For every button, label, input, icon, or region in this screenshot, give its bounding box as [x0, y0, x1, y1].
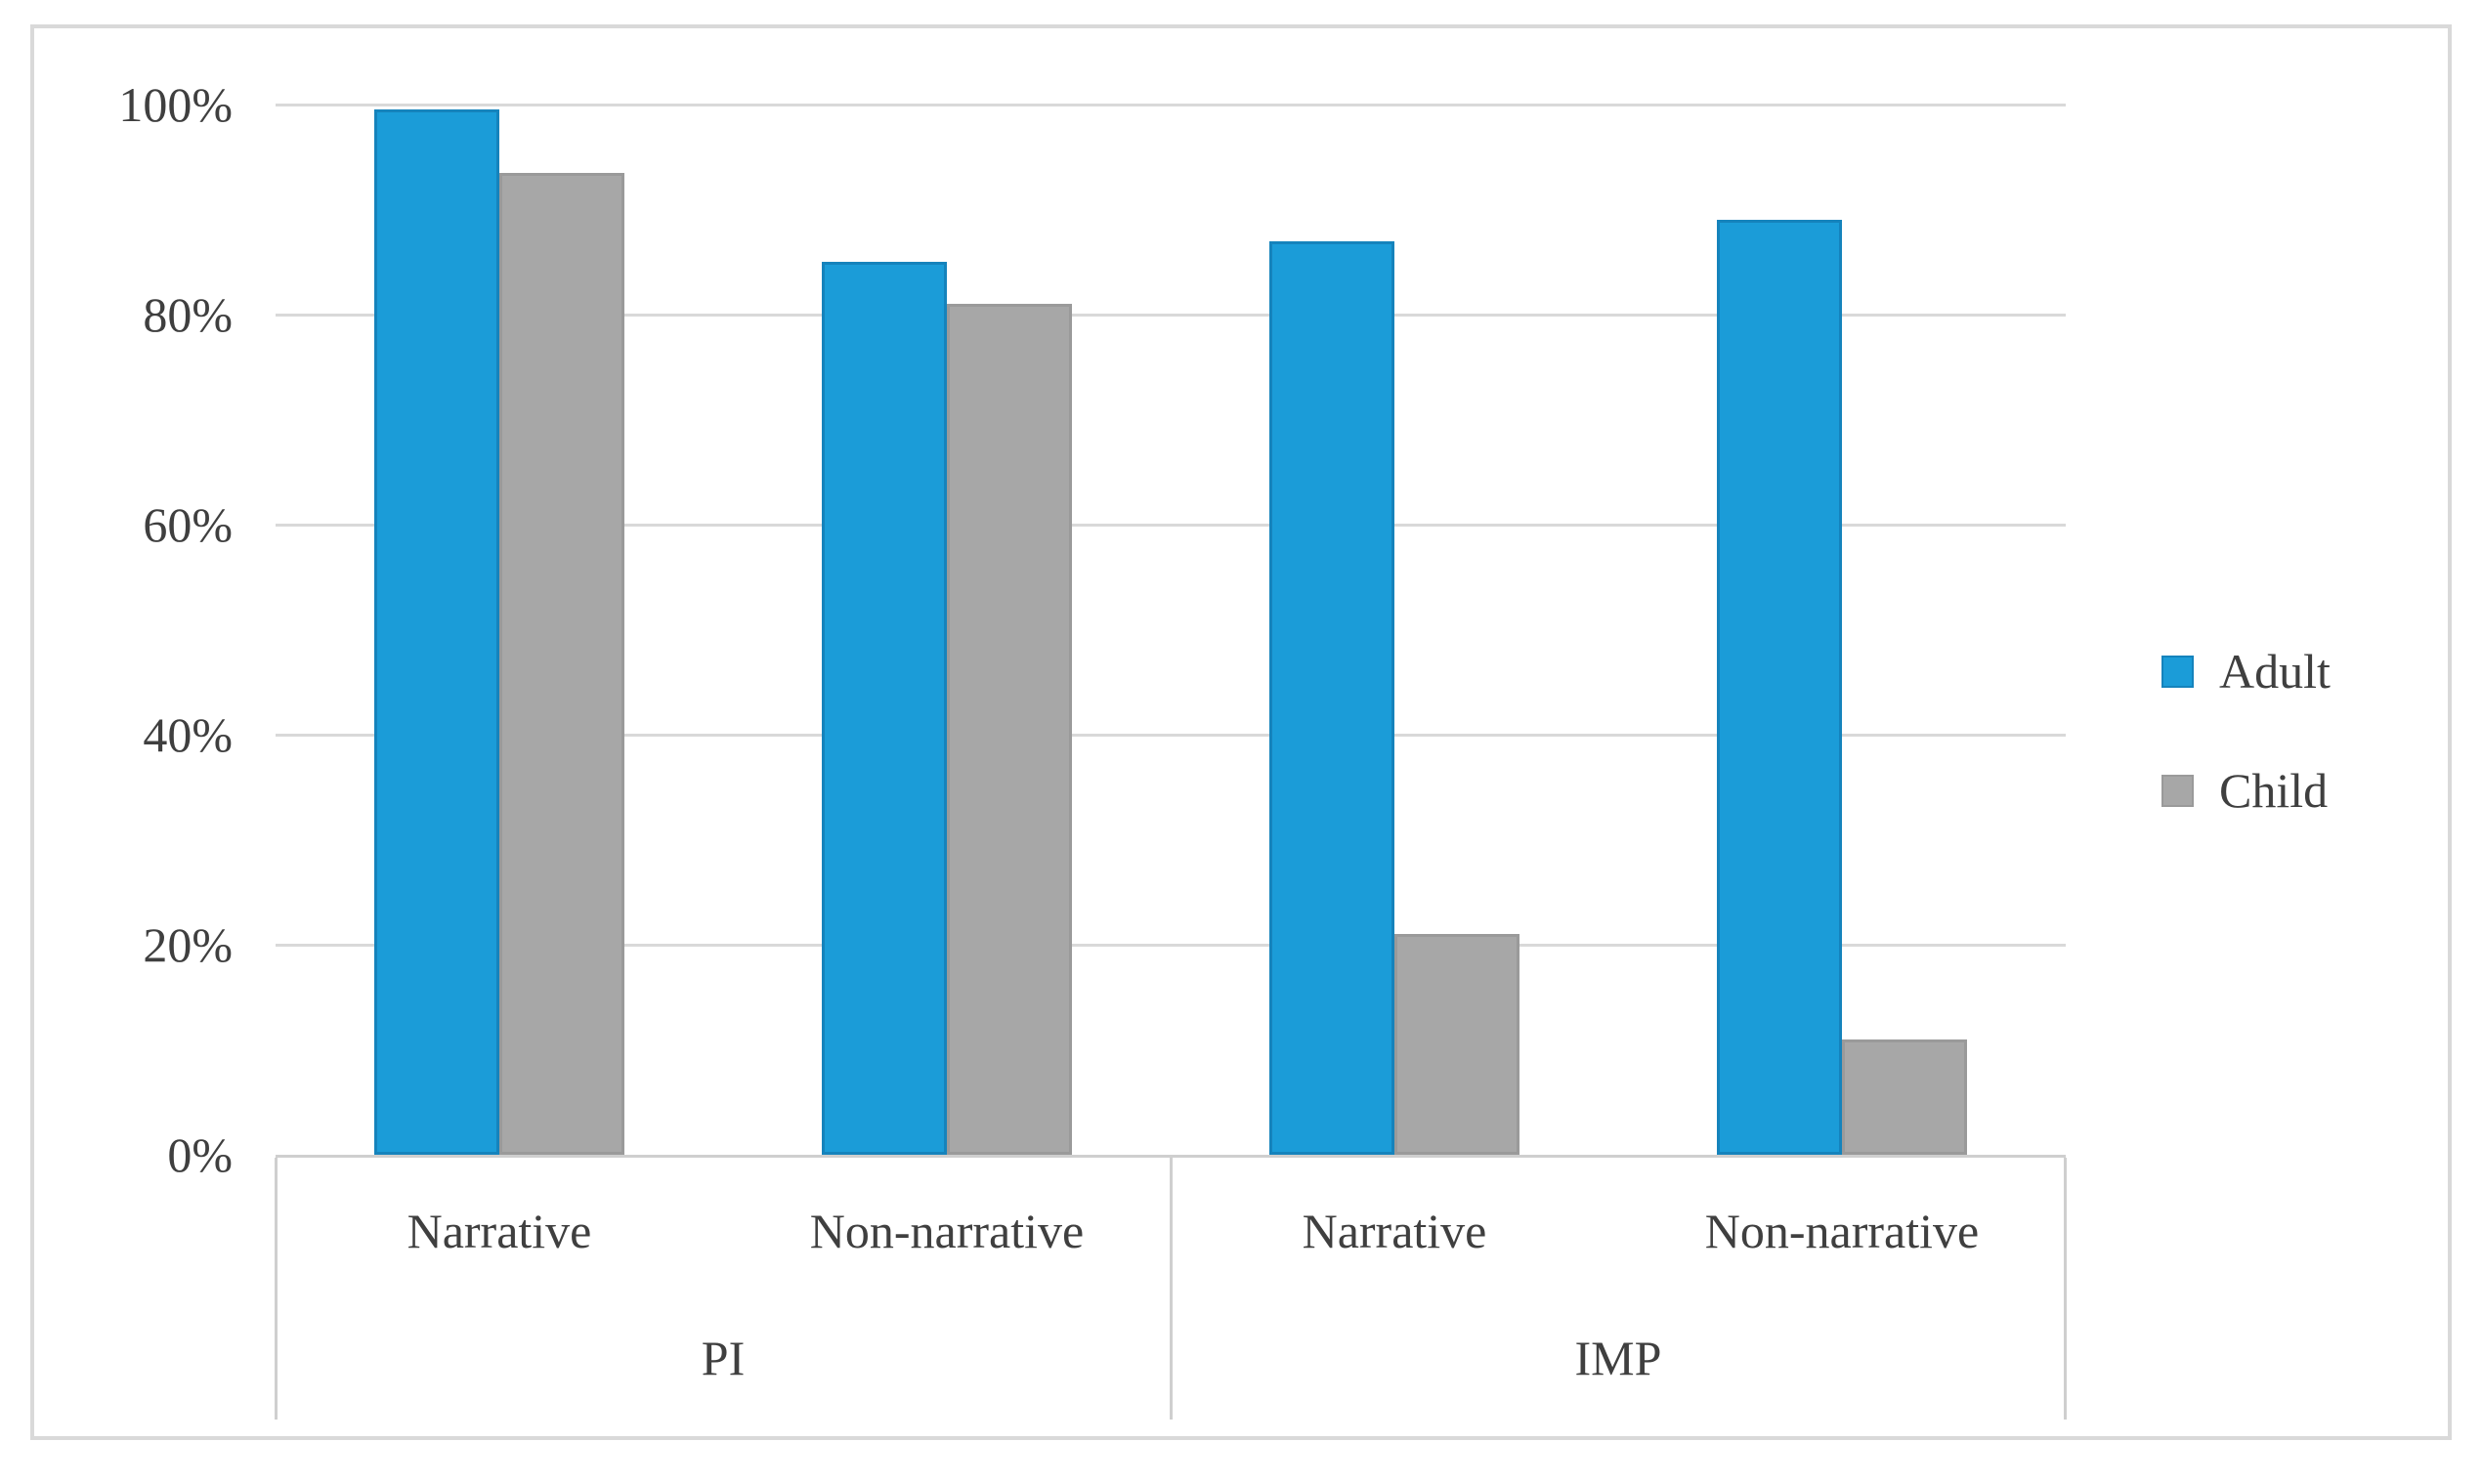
bar-child-pi-non-narrative [947, 304, 1073, 1155]
legend-swatch-adult-icon [2161, 655, 2194, 688]
legend-label-adult: Adult [2219, 644, 2331, 699]
category-label-imp-non-narrative: Non-narrative [1704, 1204, 1980, 1258]
y-tick-label-60: 60% [143, 497, 233, 552]
bar-child-pi-narrative [499, 172, 625, 1155]
bar-groups [276, 105, 2066, 1155]
bar-adult-imp-non-narrative [1716, 220, 1842, 1155]
bar-adult-pi-non-narrative [821, 262, 947, 1155]
y-tick-label-40: 40% [143, 707, 233, 762]
group-label-row: PI IMP [276, 1304, 2066, 1412]
y-tick-label-100: 100% [118, 77, 233, 132]
legend: Adult Child [2161, 639, 2331, 823]
bar-child-imp-narrative [1394, 934, 1520, 1155]
bar-group-pi-non-narrative [723, 105, 1171, 1155]
legend-label-child: Child [2219, 763, 2329, 818]
gridline-40 [276, 734, 2066, 737]
category-label-imp-narrative: Narrative [1302, 1204, 1487, 1258]
gridline-80 [276, 314, 2066, 317]
bar-group-imp-non-narrative [1618, 105, 2066, 1155]
group-label-imp: IMP [1574, 1331, 1662, 1385]
axis-table-group-divider [1170, 1158, 1173, 1420]
category-label-pi-narrative: Narrative [407, 1204, 592, 1258]
group-label-pi: PI [701, 1331, 746, 1385]
gridline-20 [276, 944, 2066, 947]
gridline-100 [276, 104, 2066, 106]
bar-adult-pi-narrative [373, 109, 499, 1155]
axis-table-left-border [275, 1158, 278, 1420]
y-tick-label-20: 20% [143, 917, 233, 972]
legend-entry-adult: Adult [2161, 639, 2331, 703]
gridline-60 [276, 524, 2066, 527]
legend-swatch-child-icon [2161, 774, 2194, 807]
legend-entry-child: Child [2161, 758, 2331, 823]
category-label-pi-non-narrative: Non-narrative [809, 1204, 1085, 1258]
y-tick-label-0: 0% [167, 1127, 233, 1182]
bar-group-pi-narrative [276, 105, 723, 1155]
plot-area [276, 104, 2066, 1158]
bar-adult-imp-narrative [1268, 240, 1394, 1155]
category-label-row: Narrative Non-narrative Narrative Non-na… [276, 1158, 2066, 1304]
axis-table-right-border [2064, 1158, 2067, 1420]
y-tick-label-80: 80% [143, 287, 233, 342]
bar-child-imp-non-narrative [1842, 1039, 1968, 1155]
x-axis-label-table: Narrative Non-narrative Narrative Non-na… [275, 1158, 2067, 1420]
bar-group-imp-narrative [1171, 105, 1618, 1155]
